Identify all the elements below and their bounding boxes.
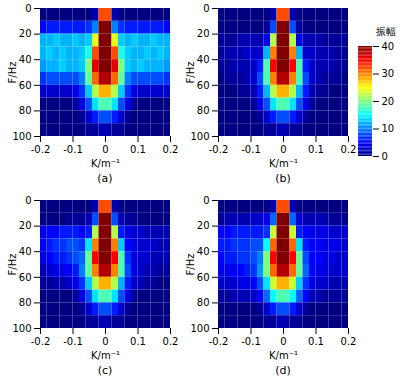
- svg-text:30: 30: [382, 68, 395, 79]
- svg-text:100: 100: [190, 323, 209, 334]
- svg-text:K/m⁻¹: K/m⁻¹: [269, 158, 298, 169]
- svg-text:F/Hz: F/Hz: [185, 254, 196, 276]
- html-text:(d): (d): [275, 364, 291, 377]
- svg-text:-0.2: -0.2: [209, 336, 229, 347]
- svg-text:-0.2: -0.2: [31, 336, 51, 347]
- svg-text:20: 20: [382, 96, 395, 107]
- html-text:(a): (a): [97, 172, 113, 185]
- svg-text:0: 0: [280, 144, 286, 155]
- svg-text:100: 100: [190, 131, 209, 142]
- svg-text:0: 0: [102, 144, 108, 155]
- svg-text:40: 40: [197, 246, 210, 257]
- svg-text:80: 80: [197, 105, 210, 116]
- svg-text:0.1: 0.1: [308, 144, 324, 155]
- svg-text:K/m⁻¹: K/m⁻¹: [91, 158, 120, 169]
- svg-text:60: 60: [19, 80, 32, 91]
- svg-text:F/Hz: F/Hz: [7, 254, 18, 276]
- svg-text:K/m⁻¹: K/m⁻¹: [269, 350, 298, 361]
- svg-text:-0.2: -0.2: [209, 144, 229, 155]
- svg-text:60: 60: [197, 80, 210, 91]
- html-text:(b): (b): [275, 172, 291, 185]
- html-text:(c): (c): [97, 364, 113, 377]
- svg-text:振幅: 振幅: [376, 26, 396, 37]
- svg-text:40: 40: [19, 54, 32, 65]
- svg-text:0.2: 0.2: [341, 144, 356, 155]
- svg-text:K/m⁻¹: K/m⁻¹: [91, 350, 120, 361]
- svg-text:0.1: 0.1: [130, 144, 146, 155]
- svg-text:80: 80: [197, 297, 210, 308]
- svg-text:100: 100: [12, 323, 31, 334]
- svg-text:40: 40: [197, 54, 210, 65]
- svg-text:-0.2: -0.2: [31, 144, 51, 155]
- svg-text:0: 0: [25, 195, 31, 206]
- svg-text:0: 0: [280, 336, 286, 347]
- svg-text:-0.1: -0.1: [63, 336, 83, 347]
- svg-text:0: 0: [203, 3, 209, 14]
- svg-text:F/Hz: F/Hz: [185, 62, 196, 84]
- svg-text:20: 20: [19, 28, 32, 39]
- svg-text:20: 20: [197, 220, 210, 231]
- svg-text:-0.1: -0.1: [241, 336, 261, 347]
- svg-text:0.2: 0.2: [163, 144, 178, 155]
- svg-text:F/Hz: F/Hz: [7, 62, 18, 84]
- svg-text:40: 40: [19, 246, 32, 257]
- svg-text:80: 80: [19, 297, 32, 308]
- svg-text:-0.1: -0.1: [63, 144, 83, 155]
- svg-text:20: 20: [19, 220, 32, 231]
- svg-text:20: 20: [197, 28, 210, 39]
- svg-text:40: 40: [382, 41, 395, 52]
- svg-text:10: 10: [382, 123, 395, 134]
- svg-text:0.1: 0.1: [130, 336, 146, 347]
- svg-text:0.1: 0.1: [308, 336, 324, 347]
- svg-text:0.2: 0.2: [341, 336, 356, 347]
- svg-text:-0.1: -0.1: [241, 144, 261, 155]
- svg-text:60: 60: [19, 272, 32, 283]
- svg-text:80: 80: [19, 105, 32, 116]
- svg-text:0: 0: [102, 336, 108, 347]
- svg-text:0: 0: [203, 195, 209, 206]
- svg-text:0: 0: [25, 3, 31, 14]
- svg-text:60: 60: [197, 272, 210, 283]
- svg-text:0.2: 0.2: [163, 336, 178, 347]
- svg-text:100: 100: [12, 131, 31, 142]
- svg-text:0: 0: [382, 151, 388, 162]
